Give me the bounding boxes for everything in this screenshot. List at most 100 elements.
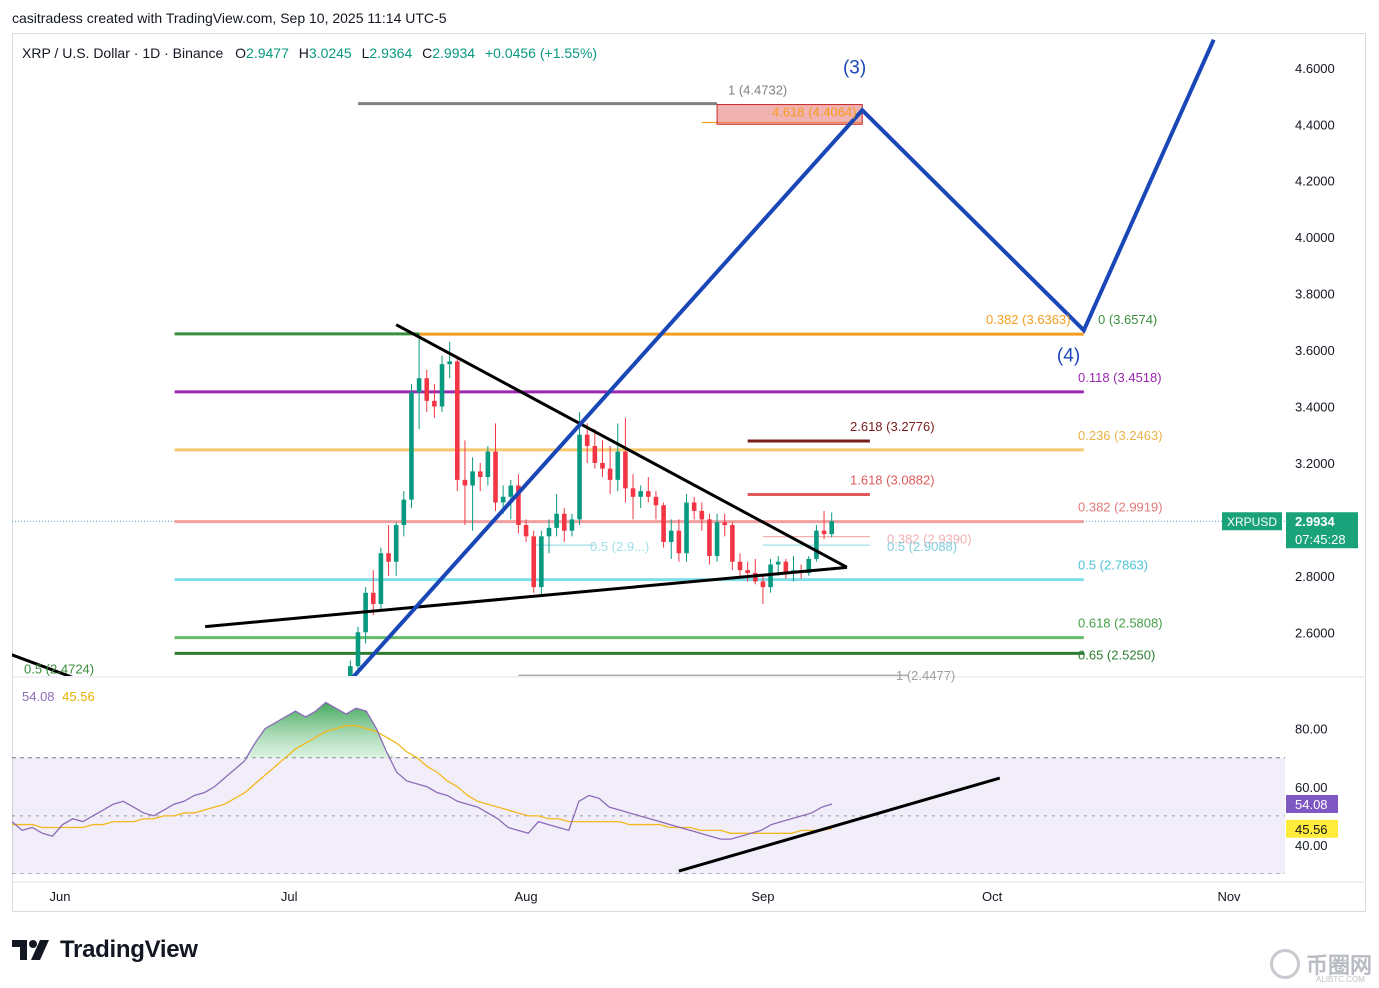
candle-body <box>439 364 445 407</box>
time-axis-label: Jun <box>50 889 71 904</box>
candle-body <box>623 451 628 489</box>
left-trendline <box>12 653 74 676</box>
rsi-value-tag: 54.08 <box>1295 797 1328 812</box>
fib-extension-label: 1 (2.4477) <box>896 668 955 683</box>
candle-body <box>493 451 498 503</box>
candle-body <box>569 519 575 531</box>
fib-level-label: 0.618 (2.5808) <box>1078 616 1163 631</box>
candle-body <box>500 496 506 503</box>
rsi-ytick-label: 80.00 <box>1295 722 1328 737</box>
price-ytick-label: 2.8000 <box>1295 569 1335 584</box>
candle-body <box>668 530 674 542</box>
ohlc-low-value: 2.9364 <box>369 45 413 61</box>
chart-frame <box>12 33 1366 912</box>
candle-body <box>829 521 834 535</box>
price-plot-group <box>12 38 1285 676</box>
fib-extension-label: 0.5 (2.9088) <box>887 539 957 554</box>
candle-body <box>653 496 659 506</box>
price-ytick-label: 3.4000 <box>1295 400 1335 415</box>
ohlc-high-value: 3.0245 <box>308 45 352 61</box>
candle-body <box>607 468 613 480</box>
symbol-name[interactable]: XRP / U.S. Dollar · 1D · Binance <box>22 45 224 61</box>
rsi-ytick-label: 40.00 <box>1295 838 1328 853</box>
rsi-ma-line <box>12 725 833 834</box>
candle-body <box>821 530 827 535</box>
wave-count-label: (3) <box>843 58 866 79</box>
last-price-value: 2.9934 <box>1295 514 1336 529</box>
candle-body <box>477 471 483 478</box>
ohlc-close-label: C <box>422 45 433 61</box>
rsi-ma-value-tag: 45.56 <box>1295 822 1328 837</box>
candle-body <box>676 530 682 554</box>
fib-level-label: 0.382 (3.6363) <box>986 312 1071 327</box>
rsi-values-label: 54.08 45.56 <box>22 689 95 704</box>
fib-extension-label: 1.618 (3.0882) <box>850 472 935 487</box>
candle-body <box>447 361 452 365</box>
chart-credit: casitradess created with TradingView.com… <box>12 10 447 26</box>
candle-body <box>783 561 789 573</box>
candle-body <box>730 525 735 562</box>
triangle-upper-line <box>395 323 848 569</box>
candle-body <box>600 462 605 469</box>
watermark-text: 币圈网 <box>1306 953 1373 978</box>
candle-body <box>561 513 567 531</box>
fib-level-label: 0.382 (2.9919) <box>1078 500 1163 515</box>
candle-body <box>546 527 552 537</box>
fib-level-label: 0.118 (3.4518) <box>1078 370 1162 385</box>
ohlc-low-label: L <box>361 45 370 61</box>
price-ytick-label: 3.6000 <box>1295 343 1335 358</box>
tradingview-logo[interactable]: TradingView <box>12 936 198 964</box>
candle-body <box>523 525 529 537</box>
price-ytick-label: 4.0000 <box>1295 230 1335 245</box>
candle-body <box>577 434 582 520</box>
rsi-trendline <box>678 776 1001 873</box>
candle-body <box>760 581 766 588</box>
candle-body <box>684 502 689 554</box>
candle-body <box>814 530 819 559</box>
candle-body <box>531 536 537 588</box>
symbol-header[interactable]: XRP / U.S. Dollar · 1D · Binance O2.9477… <box>22 45 597 61</box>
rsi-plot-group <box>12 701 1285 874</box>
time-axis-label: Sep <box>751 889 774 904</box>
rsi-overbought-fill <box>12 702 832 758</box>
elliott-wave-path <box>351 38 1216 676</box>
price-ytick-label: 3.8000 <box>1295 287 1335 302</box>
triangle-lower-line <box>205 565 848 629</box>
price-ytick-label: 4.6000 <box>1295 61 1335 76</box>
rsi-band-fill <box>12 757 1285 874</box>
candle-body <box>737 561 743 571</box>
watermark-coin-icon <box>1270 949 1300 979</box>
fib-level-label: 0.5 (2.7863) <box>1078 558 1148 573</box>
candle-body <box>554 513 559 528</box>
candle-body <box>539 536 544 588</box>
candle-body <box>745 570 750 573</box>
price-ytick-label: 3.2000 <box>1295 456 1335 471</box>
watermark: 币圈网 ALIBTC.COM <box>1270 948 1373 984</box>
target-box <box>716 104 863 125</box>
candle-body <box>393 525 399 562</box>
ohlc-change-value: +0.0456 (+1.55%) <box>484 45 598 61</box>
fib-extension-label: 1 (4.4732) <box>728 83 787 98</box>
ohlc-close-value: 2.9934 <box>432 45 476 61</box>
candle-body <box>470 471 475 486</box>
candle-body <box>462 479 468 486</box>
watermark-subtext: ALIBTC.COM <box>1316 975 1365 984</box>
candle-body <box>661 505 666 542</box>
rsi-ytick-label: 60.00 <box>1295 780 1328 795</box>
candle-body <box>455 361 460 480</box>
candle-body <box>691 502 697 511</box>
candle-body <box>409 392 414 500</box>
rsi-value-tag-bg <box>1286 794 1338 813</box>
candle-body <box>584 434 590 447</box>
candle-body <box>485 451 491 478</box>
price-ytick-label: 4.2000 <box>1295 174 1335 189</box>
time-axis-label: Jul <box>281 889 298 904</box>
fib-extension-label: 2.618 (3.2776) <box>850 419 935 434</box>
fib-extension-label: 0.382 (2.9390) <box>887 532 972 547</box>
candle-body <box>355 632 361 667</box>
candle-body <box>707 519 712 557</box>
candle-body <box>508 485 514 497</box>
candle-body <box>630 488 636 497</box>
rsi-value: 54.08 <box>22 689 55 704</box>
